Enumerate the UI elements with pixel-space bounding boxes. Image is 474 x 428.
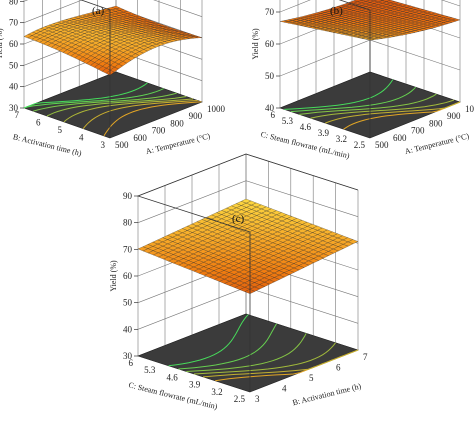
contour-line — [203, 349, 359, 378]
response-surface — [23, 5, 203, 76]
y-tick-label: 6 — [36, 118, 41, 128]
y-tick-label: 7 — [15, 110, 20, 120]
contour-line — [168, 314, 249, 367]
x-tick-label: 1000 — [207, 104, 226, 114]
x-tick-label: 900 — [189, 111, 203, 121]
x-tick-label: 1000 — [465, 104, 474, 114]
y-tick-label: 6 — [271, 110, 276, 120]
x-tick-label: 700 — [152, 126, 166, 136]
contour-line — [299, 93, 437, 115]
y-tick-label: 3 — [101, 140, 106, 150]
y-tick-label: 5.3 — [282, 116, 294, 126]
z-tick-label: 70 — [9, 18, 19, 28]
x-tick-label: 800 — [429, 118, 443, 128]
y-tick-label: 2.5 — [354, 140, 366, 150]
y-tick-label: 3.9 — [189, 380, 201, 390]
z-tick-label: 60 — [123, 271, 133, 281]
y-tick-label: 3.2 — [336, 134, 347, 144]
x-tick-label: 700 — [411, 126, 425, 136]
y-tick-label: 3.2 — [211, 387, 222, 397]
contour-line — [63, 98, 194, 123]
y-axis-label: C: Steam flowrate (mL/min) — [128, 380, 219, 411]
z-tick-label: 40 — [265, 103, 275, 113]
contour-line — [284, 79, 394, 110]
z-tick-label: 30 — [9, 103, 19, 113]
contour-line — [178, 323, 277, 370]
z-tick-label: 50 — [123, 298, 133, 308]
y-tick-label: 3.9 — [318, 128, 330, 138]
x-tick-label: 5 — [309, 373, 314, 383]
x-tick-label: 900 — [447, 111, 461, 121]
x-tick-label: 6 — [336, 363, 341, 373]
panel-label: (b) — [330, 5, 343, 17]
x-tick-label: 500 — [375, 140, 389, 150]
z-tick-label: 30 — [123, 351, 133, 361]
y-tick-label: 6 — [129, 358, 134, 368]
y-tick-label: 5.3 — [144, 365, 156, 375]
contour-line — [310, 99, 455, 119]
contour-line — [46, 96, 187, 117]
z-tick-label: 90 — [123, 191, 133, 201]
z-axis-label: Yield (%) — [0, 28, 4, 60]
z-tick-label: 50 — [9, 60, 19, 70]
z-tick-label: 80 — [123, 218, 133, 228]
y-tick-label: 4 — [79, 133, 84, 143]
panel-label: (c) — [232, 213, 245, 225]
x-tick-label: 3 — [255, 394, 260, 404]
top-frame — [136, 153, 359, 233]
contour-line — [82, 100, 198, 130]
y-tick-label: 4.6 — [167, 372, 179, 382]
z-axis-label: Yield (%) — [251, 28, 260, 60]
z-tick-label: 80 — [9, 0, 19, 6]
z-tick-label: 70 — [265, 7, 275, 17]
z-axis-label: Yield (%) — [109, 260, 118, 292]
x-tick-label: 4 — [282, 384, 287, 394]
y-axis-label: B: Activation time (h) — [12, 132, 83, 158]
y-tick-label: 4.6 — [300, 122, 312, 132]
z-tick-label: 50 — [265, 71, 275, 81]
x-tick-label: 500 — [115, 140, 129, 150]
x-tick-label: 7 — [363, 352, 368, 362]
z-tick-label: 60 — [265, 39, 275, 49]
y-tick-label: 2.5 — [234, 394, 246, 404]
z-tick-label: 40 — [9, 82, 19, 92]
z-tick-label: 60 — [9, 39, 19, 49]
contour-line — [23, 82, 148, 109]
x-axis-label: B: Activation time (h) — [292, 382, 363, 408]
contour-line — [325, 101, 461, 124]
z-gridline — [23, 0, 203, 23]
z-tick-label: 70 — [123, 244, 133, 254]
contour-line — [186, 333, 307, 372]
panel-label: (a) — [92, 5, 105, 17]
z-tick-label: 40 — [123, 324, 133, 334]
x-tick-label: 600 — [133, 133, 147, 143]
x-tick-label: 800 — [170, 118, 184, 128]
contour-line — [193, 342, 336, 375]
panel-c: 30 40 50 60 70 80 90 Yield (%) 3 4 5 6 7 B: Activatio… — [109, 153, 368, 411]
contour-line — [33, 92, 177, 112]
response-surface — [137, 198, 359, 294]
y-tick-label: 5 — [58, 125, 63, 135]
x-tick-label: 600 — [393, 133, 407, 143]
contour-line — [23, 88, 164, 109]
